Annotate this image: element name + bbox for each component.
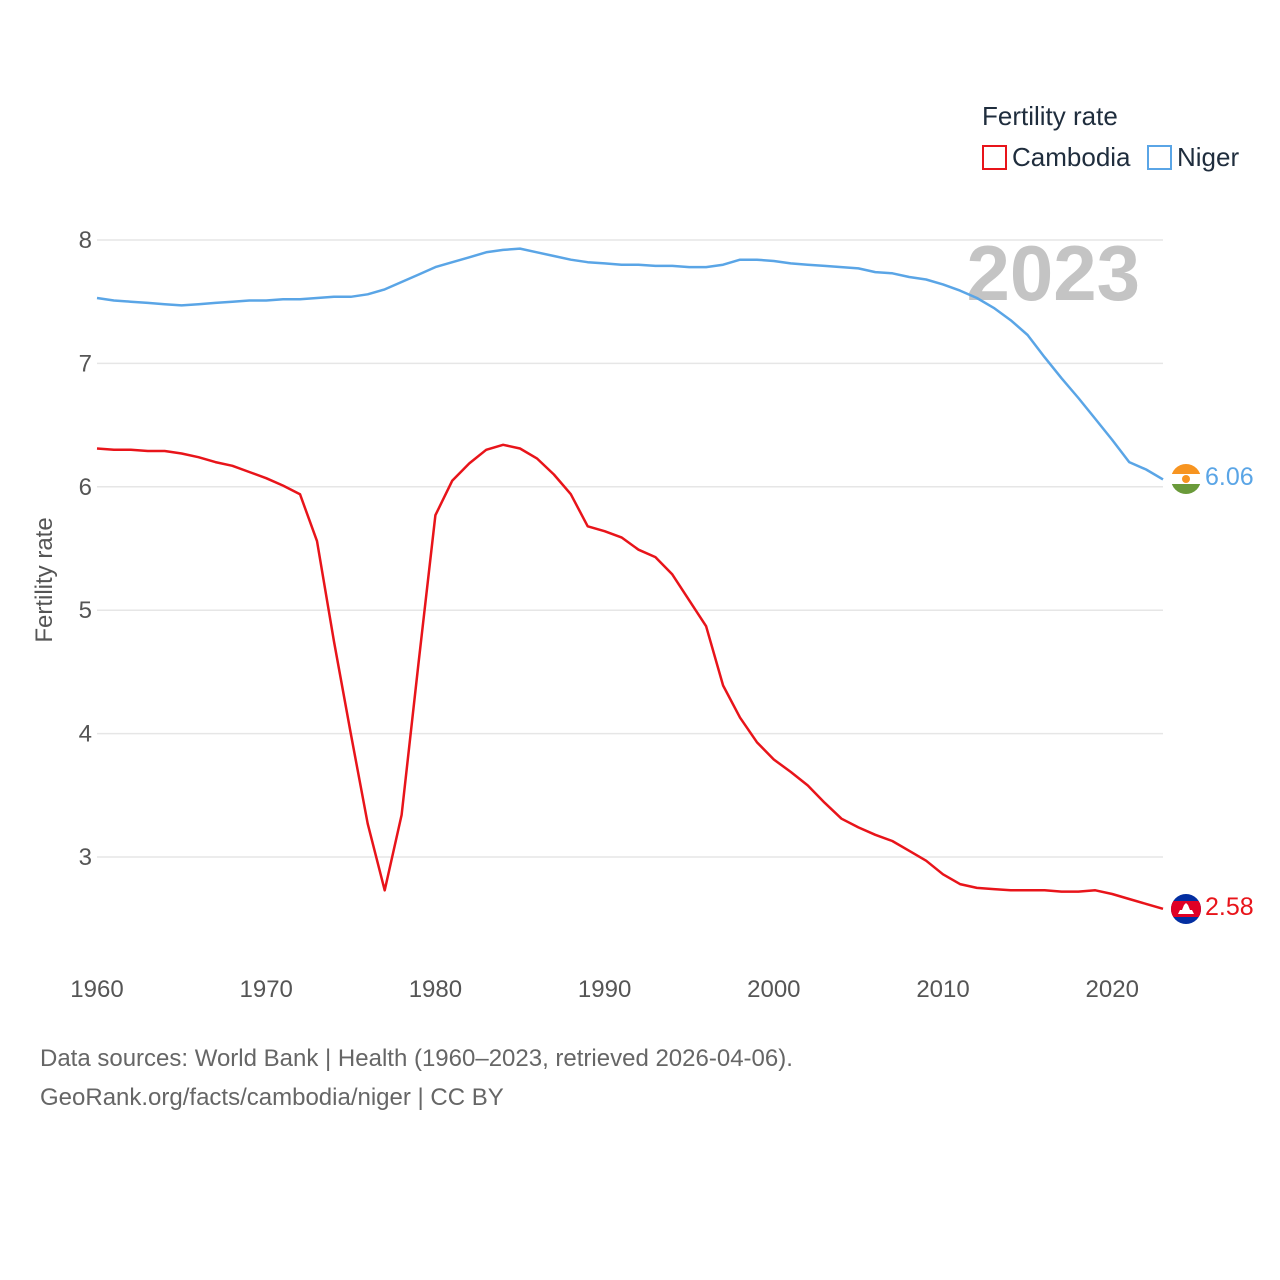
y-axis-ticks: 3 4 5 6 7 8 — [79, 227, 92, 871]
grid-lines — [97, 239, 1163, 858]
legend-swatch-cambodia — [982, 145, 1007, 170]
x-tick-label: 2000 — [747, 976, 800, 1003]
legend-item-cambodia[interactable]: Cambodia — [982, 142, 1131, 172]
legend-label-cambodia: Cambodia — [1012, 142, 1131, 172]
attribution-link[interactable]: GeoRank.org/facts/cambodia/niger | CC BY — [40, 1084, 504, 1111]
y-tick-label: 7 — [79, 350, 92, 377]
series-lines — [96, 247, 1164, 911]
series-line-niger[interactable] — [96, 247, 1164, 481]
x-tick-label: 1970 — [240, 976, 293, 1003]
x-tick-label: 1990 — [578, 976, 631, 1003]
end-label-cambodia: 2.58 — [1205, 893, 1254, 921]
x-tick-label: 2020 — [1086, 976, 1139, 1003]
data-source-note: Data sources: World Bank | Health (1960–… — [40, 1045, 793, 1072]
year-watermark: 2023 — [966, 229, 1140, 317]
fertility-rate-chart: 3 4 5 6 7 8 1960 1970 1980 1990 2000 2010 2020 Fert… — [31, 101, 1254, 1003]
series-line-cambodia[interactable] — [96, 443, 1164, 911]
legend-swatch-niger — [1147, 145, 1172, 170]
x-tick-label: 1960 — [70, 976, 123, 1003]
y-axis-title: Fertility rate — [31, 517, 58, 642]
y-tick-label: 8 — [79, 227, 92, 254]
niger-flag-icon — [1171, 464, 1201, 494]
y-tick-label: 4 — [79, 721, 92, 748]
end-label-niger: 6.06 — [1205, 463, 1254, 491]
legend-item-niger[interactable]: Niger — [1147, 142, 1239, 172]
cambodia-flag-icon — [1171, 894, 1201, 924]
legend-label-niger: Niger — [1177, 142, 1239, 172]
y-tick-label: 5 — [79, 597, 92, 624]
y-tick-label: 6 — [79, 474, 92, 501]
legend: Fertility rate Cambodia Niger — [982, 101, 1239, 172]
legend-title: Fertility rate — [982, 101, 1118, 131]
x-tick-label: 1980 — [409, 976, 462, 1003]
x-axis-ticks: 1960 1970 1980 1990 2000 2010 2020 — [70, 976, 1139, 1003]
x-tick-label: 2010 — [916, 976, 969, 1003]
y-tick-label: 3 — [79, 844, 92, 871]
